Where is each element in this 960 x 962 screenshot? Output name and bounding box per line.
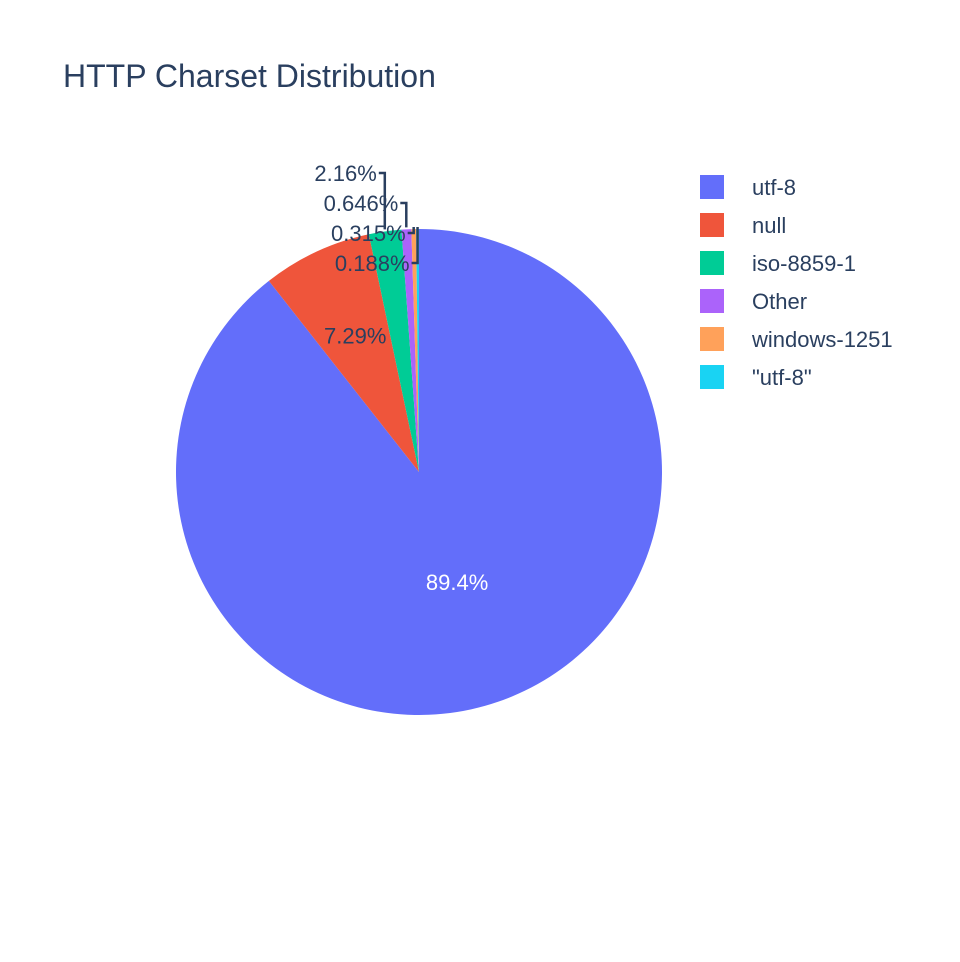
leader-line — [378, 171, 387, 230]
legend: utf-8 null iso-8859-1 Other windows-1251 "utf… — [700, 175, 893, 390]
slice-label: 89.4% — [426, 570, 488, 595]
legend-swatch — [700, 365, 724, 389]
legend-label: Other — [752, 289, 807, 314]
slice-label: 7.29% — [324, 323, 386, 348]
slice-label: 0.188% — [335, 251, 410, 276]
legend-item[interactable]: iso-8859-1 — [700, 251, 856, 276]
legend-swatch — [700, 251, 724, 275]
slice-labels: 89.4% 7.29% 0.188% 0.315% 0.646% 2.16% — [314, 161, 488, 595]
pie-slice-utf-8[interactable] — [416, 229, 419, 472]
legend-label: null — [752, 213, 786, 238]
leader-line — [411, 227, 419, 265]
legend-label: iso-8859-1 — [752, 251, 856, 276]
legend-label: windows-1251 — [751, 327, 893, 352]
pie-slice-iso-8859-1[interactable] — [368, 229, 419, 472]
slice-label: 2.16% — [314, 161, 376, 186]
chart-title: HTTP Charset Distribution — [63, 58, 436, 94]
pie-slice-windows-1251[interactable] — [411, 229, 419, 472]
legend-item[interactable]: utf-8 — [700, 175, 796, 200]
pie-slice-other[interactable] — [401, 229, 419, 472]
pie-slices — [176, 229, 662, 715]
legend-swatch — [700, 175, 724, 199]
legend-item[interactable]: "utf-8" — [700, 365, 812, 390]
slice-label: 0.646% — [324, 191, 399, 216]
slice-label: 0.315% — [331, 221, 406, 246]
legend-item[interactable]: null — [700, 213, 786, 238]
legend-swatch — [700, 327, 724, 351]
leader-line — [407, 227, 415, 235]
outside-label-leaders — [378, 171, 419, 265]
legend-label: "utf-8" — [752, 365, 812, 390]
legend-swatch — [700, 289, 724, 313]
legend-label: utf-8 — [752, 175, 796, 200]
legend-item[interactable]: Other — [700, 289, 807, 314]
leader-line — [400, 201, 408, 228]
legend-swatch — [700, 213, 724, 237]
legend-item[interactable]: windows-1251 — [700, 327, 893, 352]
pie-slice-null[interactable] — [268, 234, 419, 472]
